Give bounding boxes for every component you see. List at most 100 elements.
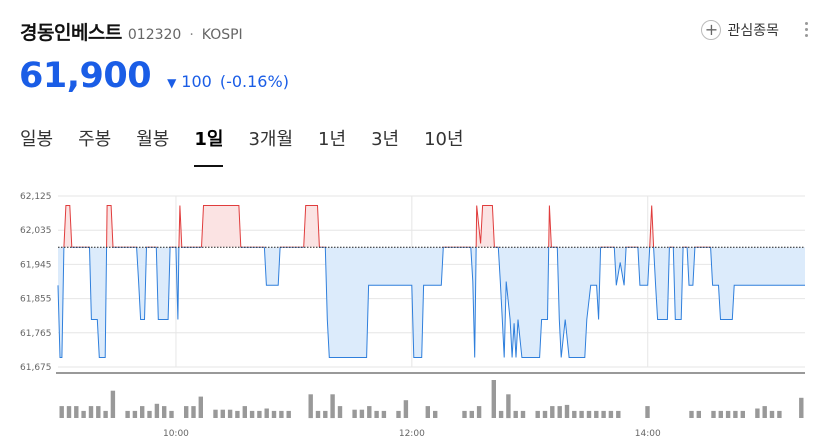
volume-bar: [66, 406, 72, 418]
volume-bar: [59, 406, 64, 418]
volume-bar: [103, 410, 108, 418]
volume-bar: [308, 394, 313, 419]
volume-bar: [81, 410, 86, 418]
volume-bar: [542, 410, 548, 418]
volume-bar: [147, 410, 152, 418]
volume-bar: [520, 410, 526, 418]
volume-bar: [425, 406, 430, 418]
volume-bar: [315, 410, 321, 418]
volume-bar: [755, 408, 760, 418]
volume-bar: [169, 410, 174, 418]
volume-bar: [184, 406, 189, 418]
volume-bar: [689, 410, 694, 418]
volume-bar: [740, 410, 745, 418]
stock-header: 경동인베스트 012320 · KOSPI: [20, 18, 243, 48]
x-tick-label: 14:00: [635, 429, 661, 439]
y-tick-label: 61,855: [20, 295, 52, 305]
tab-weekly[interactable]: 주봉: [78, 129, 112, 150]
volume-bar: [359, 409, 365, 418]
volume-bar: [110, 390, 116, 418]
volume-bar: [513, 410, 518, 418]
y-tick-label: 61,945: [20, 260, 52, 270]
y-tick-label: 61,675: [20, 363, 52, 373]
tab-1year[interactable]: 1년: [318, 129, 347, 150]
stock-name: 경동인베스트: [20, 22, 122, 44]
volume-bar: [198, 396, 203, 418]
volume-bar: [586, 410, 592, 418]
volume-bar: [220, 409, 225, 418]
tab-3year[interactable]: 3년: [371, 129, 400, 150]
volume-bars: [59, 380, 804, 419]
more-vertical-icon[interactable]: [803, 22, 809, 37]
volume-bar: [235, 410, 240, 418]
y-tick-label: 61,765: [20, 329, 52, 339]
volume-bar: [572, 410, 577, 418]
y-axis: 62,125 62,035 61,945 61,855 61,765 61,675: [20, 192, 52, 373]
volume-bar: [725, 410, 731, 418]
volume-bar: [227, 409, 233, 418]
price-area-down: [58, 247, 805, 358]
separator-dot: ·: [189, 27, 194, 43]
tab-10year[interactable]: 10년: [424, 129, 464, 150]
volume-bar: [462, 410, 467, 418]
volume-bar: [367, 406, 372, 418]
volume-bar: [132, 410, 138, 418]
volume-bar: [286, 410, 291, 418]
favorite-label: 관심종목: [727, 23, 779, 39]
tab-monthly[interactable]: 월봉: [136, 129, 170, 150]
volume-bar: [374, 410, 379, 418]
volume-bar: [491, 380, 496, 418]
price-row: 61,900 ▼ 100 (-0.16%): [19, 56, 289, 96]
volume-bar: [616, 410, 621, 418]
volume-bar: [162, 406, 167, 418]
volume-bar: [608, 410, 614, 418]
volume-bar: [271, 410, 277, 418]
tab-daily[interactable]: 일봉: [20, 129, 54, 150]
volume-bar: [213, 409, 218, 418]
volume-bar: [403, 400, 409, 418]
period-tabs: 일봉 주봉 월봉 1일 3개월 1년 3년 10년: [20, 125, 489, 167]
tab-1day[interactable]: 1일: [194, 125, 224, 167]
volume-bar: [140, 406, 145, 418]
volume-bar: [557, 406, 562, 418]
volume-bar: [396, 410, 401, 418]
x-tick-label: 12:00: [399, 429, 425, 439]
price-change: 100: [181, 72, 212, 91]
stock-code: 012320: [127, 27, 182, 43]
price-area-up: [58, 205, 805, 248]
triangle-down-icon: ▼: [167, 76, 177, 90]
volume-bar: [154, 403, 160, 418]
price-change-percent: (-0.16%): [219, 72, 289, 91]
volume-bar: [433, 410, 438, 418]
tab-3month[interactable]: 3개월: [248, 129, 294, 150]
x-tick-label: 10:00: [163, 429, 189, 439]
volume-bar: [257, 410, 262, 418]
volume-bar: [711, 410, 716, 418]
volume-bar: [498, 410, 504, 418]
volume-bar: [249, 410, 255, 418]
volume-bar: [330, 394, 335, 419]
current-price: 61,900: [19, 56, 152, 96]
volume-bar: [777, 410, 782, 418]
volume-bar: [352, 409, 357, 418]
add-favorite-button[interactable]: + 관심종목: [701, 20, 779, 40]
intraday-price-chart[interactable]: 62,125 62,035 61,945 61,855 61,765 61,675 10:…: [0, 180, 817, 440]
volume-bar: [594, 410, 599, 418]
y-tick-label: 62,035: [20, 226, 52, 236]
volume-bar: [762, 406, 767, 418]
volume-bar: [564, 404, 570, 418]
volume-bar: [645, 406, 650, 418]
market-name: KOSPI: [201, 27, 243, 43]
volume-bar: [718, 410, 723, 418]
volume-bar: [601, 410, 606, 418]
volume-bar: [191, 406, 196, 418]
price-area: [57, 205, 805, 358]
volume-bar: [550, 406, 555, 418]
volume-bar: [696, 410, 701, 418]
volume-bar: [535, 410, 540, 418]
volume-bar: [279, 410, 284, 418]
volume-bar: [733, 410, 738, 418]
x-axis: 10:00 12:00 14:00: [163, 429, 661, 439]
volume-bar: [337, 406, 343, 418]
volume-bar: [469, 410, 474, 418]
